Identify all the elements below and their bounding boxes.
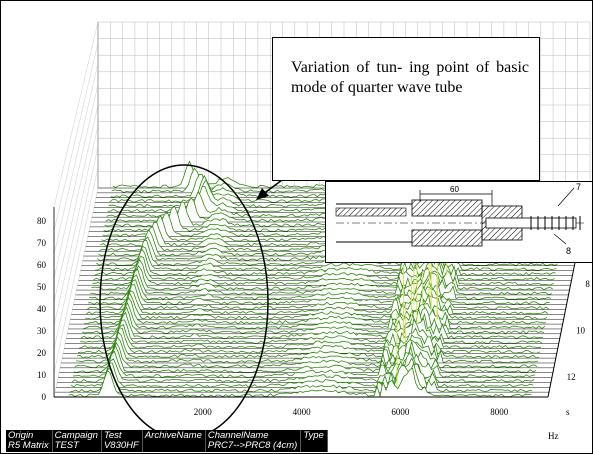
callout-7: 7 [576,182,581,192]
info-value-origin: R5 Matrix [8,440,49,451]
leader-7 [557,187,575,207]
x-unit-label: Hz [548,431,559,441]
z-unit-label: s [566,407,570,417]
info-value-channel: PRC7-->PRC8 (4cm) [207,440,298,451]
x-tick-label: 6000 [391,407,410,417]
annotation-callout: Variation of tun- ing point of basic mod… [272,37,540,181]
y-tick-label: 10 [37,370,47,380]
info-value-archive [145,441,202,451]
annotation-arrow-head [256,188,269,200]
x-tick-label: 2000 [194,407,213,417]
z-tick-label: 10 [576,325,586,335]
info-col-type: Type [301,430,328,452]
y-tick-label: 40 [37,304,47,314]
annotation-text: Variation of tun- ing point of basic mod… [291,59,529,96]
z-tick-label: 8 [585,279,590,289]
info-value-type [303,441,323,451]
info-value-campaign: TEST [54,440,79,451]
info-header-type: Type [303,430,324,441]
info-col-channel: ChannelName PRC7-->PRC8 (4cm) [206,430,302,452]
z-tick-label: 12 [567,372,576,382]
trace-21 [77,258,571,286]
callout-8: 8 [566,246,571,256]
y-tick-label: 30 [37,326,47,336]
thread-marks [530,216,581,230]
info-header-channel: ChannelName [207,430,269,441]
pipe-wall-top [335,207,407,217]
peak-spikes [396,225,448,388]
x-tick-label: 4000 [293,407,312,417]
info-header-archive: ArchiveName [144,430,202,441]
y-tick-label: 0 [42,392,47,402]
adapter-top [411,199,483,217]
y-tick-label: 20 [37,348,47,358]
leader-8 [553,233,567,245]
info-col-origin: Origin R5 Matrix [6,430,53,452]
info-bar: Origin R5 Matrix Campaign TEST Test V830… [6,430,328,452]
info-header-origin: Origin [8,430,34,441]
info-header-campaign: Campaign [54,430,98,441]
tick-labels: 2000400060008000Hz0102030405060708068101… [37,216,590,441]
info-col-campaign: Campaign TEST [53,430,102,452]
info-col-archive: ArchiveName [143,430,206,452]
x-tick-label: 8000 [490,407,509,417]
side-wall-grid [53,21,99,398]
dimension-label: 60 [450,185,459,194]
y-tick-label: 80 [37,216,47,226]
y-tick-label: 50 [37,282,47,292]
tube-drawing: 60 7 8 [335,182,586,256]
info-value-test: V830HF [103,440,139,451]
y-tick-label: 60 [37,260,47,270]
info-col-test: Test V830HF [102,430,143,452]
tube-drawing-inset: 60 7 8 [325,181,593,263]
y-tick-label: 70 [37,238,47,248]
info-header-test: Test [103,430,122,441]
adapter-bottom [411,229,483,247]
